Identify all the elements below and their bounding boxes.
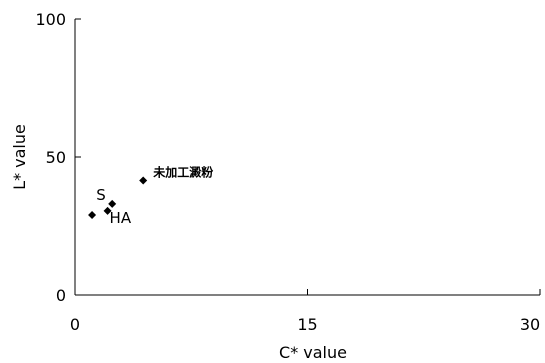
x-axis-title: C* value	[279, 343, 347, 362]
x-tick-label: 0	[70, 315, 80, 334]
x-tick-label: 15	[297, 315, 317, 334]
point-labels: HAS 未加工澱粉	[96, 164, 213, 226]
data-point-label: 未加工澱粉	[152, 164, 213, 179]
data-point-marker	[88, 210, 97, 219]
data-point-label: HA	[110, 209, 132, 227]
y-tick-label: 50	[46, 148, 66, 167]
data-point-marker	[139, 176, 148, 185]
data-point-marker	[108, 199, 117, 208]
data-points	[88, 176, 148, 219]
y-axis-title: L* value	[10, 124, 29, 190]
x-tick-label: 30	[520, 315, 540, 334]
data-point-label: S	[96, 186, 106, 204]
y-tick-label: 0	[56, 286, 66, 305]
data-point-marker	[103, 206, 112, 215]
y-tick-label: 100	[35, 10, 66, 29]
